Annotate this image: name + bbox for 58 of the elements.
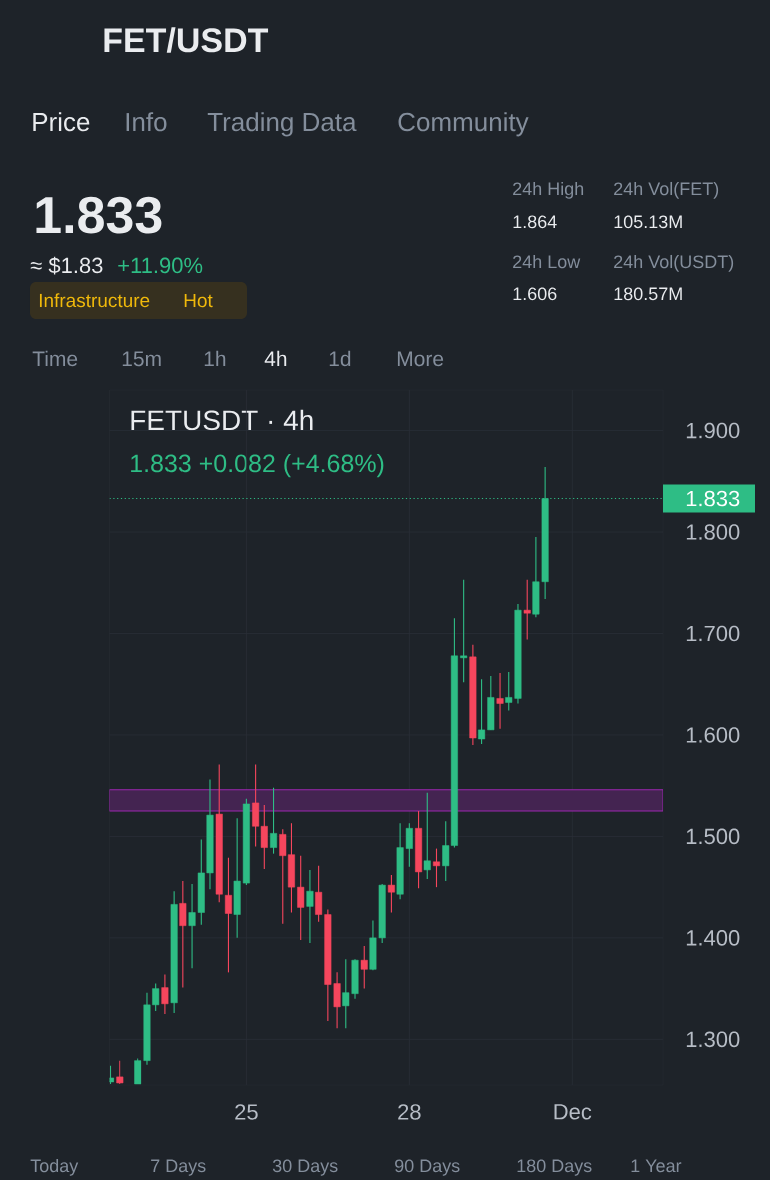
text: Info <box>126 112 167 132</box>
text: 1.833 <box>36 196 162 234</box>
text: 15m <box>122 351 161 367</box>
y-tick-label: 1.500 <box>686 828 740 845</box>
candlestick <box>306 869 314 944</box>
text: 1h <box>204 350 226 366</box>
y-tick-label: 1.900 <box>686 422 740 439</box>
x-tick-label: Dec <box>554 1104 592 1120</box>
y-tick-label: 1.400 <box>686 930 740 946</box>
text: 24h Vol(FET) <box>614 181 719 199</box>
text: Infrastructure <box>39 293 150 308</box>
y-tick-label: 1.700 <box>686 625 740 642</box>
text: 1.864 <box>513 215 557 229</box>
text: 30 Days <box>272 1159 338 1176</box>
candlestick <box>224 857 232 973</box>
text: 4h <box>264 350 287 366</box>
ref-line-label: 1.833 <box>686 490 740 507</box>
text: Community <box>398 112 529 137</box>
candlestick <box>496 672 504 730</box>
chart-title: FET/USDT <box>104 27 269 53</box>
y-tick-label: 1.300 <box>686 1031 740 1048</box>
text: 7 Days <box>151 1159 206 1176</box>
x-tick-label: 25 <box>235 1104 258 1120</box>
text: Trading Data <box>207 112 357 137</box>
text: More <box>397 351 444 367</box>
candlestick <box>270 787 278 855</box>
candlestick <box>460 579 468 683</box>
text: 1d <box>329 350 351 367</box>
candlestick <box>297 855 305 941</box>
text: 90 Days <box>395 1159 460 1176</box>
x-tick-label: 28 <box>398 1104 421 1120</box>
candlestick <box>179 880 187 989</box>
candlestick <box>478 678 486 745</box>
y-tick-label: 1.800 <box>686 524 740 540</box>
text: 24h Low <box>513 254 581 269</box>
text: +11.90% <box>118 257 203 274</box>
text: 24h Vol(USDT) <box>614 254 734 272</box>
candlestick <box>360 945 368 990</box>
text: 24h High <box>513 181 584 199</box>
candlestick <box>161 973 169 1015</box>
text: FETUSDT · 4h <box>131 409 313 431</box>
y-tick-label: 1.600 <box>686 727 740 743</box>
candlestick <box>523 579 531 641</box>
text: Price <box>33 112 90 132</box>
candlestick <box>116 1060 124 1085</box>
text: ≈ $1.83 <box>30 256 103 275</box>
candlestick <box>387 874 395 914</box>
candlestick <box>423 792 431 880</box>
annotation: 1.833 +0.082 (+4.68%) <box>131 453 384 478</box>
text: 180 Days <box>517 1159 592 1176</box>
text: Hot <box>184 293 213 308</box>
text: Time <box>32 350 78 367</box>
text: Today <box>30 1158 79 1176</box>
text: 1 Year <box>631 1159 682 1173</box>
candlestick <box>433 848 440 888</box>
text: 105.13M <box>614 215 682 229</box>
text: 1.606 <box>513 287 557 301</box>
text: 180.57M <box>614 287 682 301</box>
